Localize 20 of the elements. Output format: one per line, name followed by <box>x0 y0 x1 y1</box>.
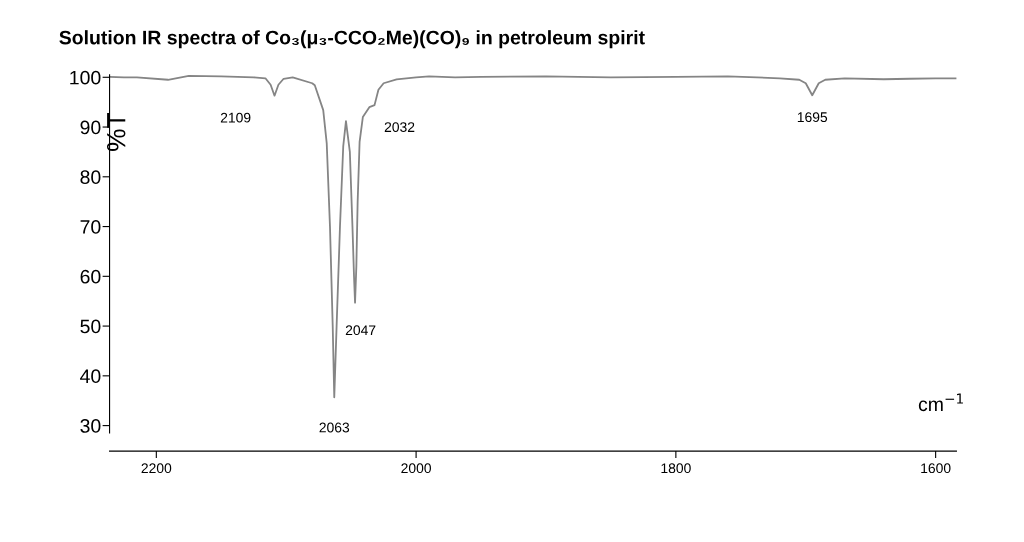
annotation: 2032 <box>384 122 415 133</box>
y-tick-label: 30 <box>80 419 101 433</box>
x-tick-label: 2200 <box>141 463 172 474</box>
y-tick-label: 40 <box>80 369 101 384</box>
annotation: 2063 <box>319 422 350 433</box>
x-tick-label: 1800 <box>661 463 691 474</box>
x-tick-label: 2000 <box>401 463 431 474</box>
annotation: 2109 <box>220 112 251 123</box>
x-tick-label: 1600 <box>921 463 951 474</box>
y-tick-label: 70 <box>80 220 101 234</box>
x-axis-title: cm$^{−1}$ <box>918 393 963 412</box>
annotation: 2047 <box>345 325 376 336</box>
y-tick-label: 60 <box>80 269 101 284</box>
annotation: 1695 <box>797 112 828 123</box>
y-tick-label: 50 <box>80 319 101 334</box>
y-tick-label: 90 <box>80 120 101 135</box>
chart-title: Solution IR spectra of Co₃(μ₃-CCO₂Me)(CO)₉ in petroleum spirit <box>59 30 645 49</box>
y-axis-title: %T <box>106 112 126 151</box>
y-tick-label: 100 <box>70 70 101 85</box>
y-tick-label: 80 <box>80 170 101 185</box>
